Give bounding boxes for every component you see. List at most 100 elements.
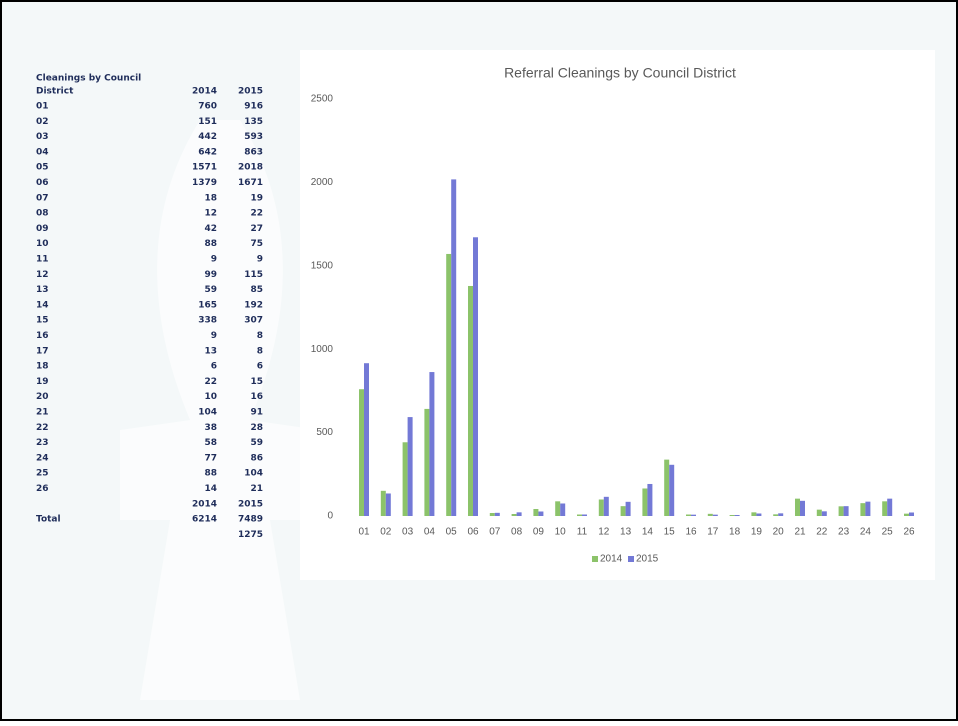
table-cell: 15 [36, 316, 49, 326]
slide: Referral Cleanings by Council District C… [0, 0, 958, 721]
table-cell: 916 [244, 102, 263, 112]
table-cell: 06 [36, 178, 49, 188]
table-cell: 88 [204, 239, 217, 249]
bar [664, 460, 669, 516]
table-header: 2015 [238, 87, 263, 97]
table-cell: 21 [36, 408, 49, 418]
table-cell: 27 [250, 224, 263, 234]
table-cell: 04 [36, 147, 49, 157]
table-cell: 25 [36, 469, 49, 479]
table-cell: 8 [257, 346, 263, 356]
table-cell: 24 [36, 453, 49, 463]
x-tick-label: 02 [380, 527, 392, 538]
y-tick-label: 2500 [311, 94, 334, 105]
table-cell: 104 [244, 469, 263, 479]
bar [686, 514, 691, 516]
table-cell: 192 [244, 300, 263, 310]
bar [817, 510, 822, 516]
page: {"table": {"title": "Cleanings by Counci… [0, 0, 958, 721]
table-cell: 26 [36, 484, 49, 494]
x-tick-label: 21 [794, 527, 806, 538]
bar [495, 513, 500, 516]
bar [424, 409, 429, 516]
bar [778, 513, 783, 516]
x-tick-label: 01 [358, 527, 370, 538]
table-cell: 59 [204, 285, 217, 295]
table-difference: 1275 [238, 530, 263, 540]
x-tick-label: 09 [533, 527, 545, 538]
table-cell: 642 [198, 147, 217, 157]
table-cell: 13 [204, 346, 217, 356]
table-cell: 77 [204, 453, 217, 463]
bar [691, 515, 696, 516]
legend-swatch [592, 556, 598, 562]
x-tick-label: 24 [860, 527, 872, 538]
bar [708, 514, 713, 516]
bar [582, 514, 587, 516]
bar [538, 511, 543, 516]
x-tick-label: 20 [773, 527, 785, 538]
table-cell: 58 [204, 438, 217, 448]
legend-swatch [628, 556, 634, 562]
table-cell: 760 [198, 102, 217, 112]
table-cell: 104 [198, 408, 217, 418]
bar [490, 513, 495, 516]
bar [730, 515, 735, 516]
bar [822, 511, 827, 516]
bar [517, 512, 522, 516]
table-cell: 75 [250, 239, 263, 249]
table-total: 6214 [192, 515, 217, 525]
bar [756, 513, 761, 516]
bar [860, 503, 865, 516]
bar [887, 499, 892, 516]
table-cell: 18 [204, 193, 217, 203]
table-cell: 6 [211, 362, 217, 372]
table-cell: 15 [250, 377, 263, 387]
table-cell: 14 [36, 300, 49, 310]
bar [512, 514, 517, 516]
table-cell: 17 [36, 346, 49, 356]
table-cell: 07 [36, 193, 49, 203]
table-cell: 59 [250, 438, 263, 448]
x-tick-label: 15 [664, 527, 676, 538]
table-cell: 8 [257, 331, 263, 341]
x-tick-label: 25 [882, 527, 894, 538]
bar [429, 372, 434, 516]
bar [626, 502, 631, 516]
bar [533, 509, 538, 516]
table-cell: 99 [204, 270, 217, 280]
table-cell: 1571 [192, 163, 217, 173]
y-tick-label: 500 [316, 427, 333, 438]
table-cell: 6 [257, 362, 263, 372]
table-cell: 593 [244, 132, 263, 142]
x-tick-label: 03 [402, 527, 414, 538]
bar [560, 503, 565, 516]
y-tick-label: 1500 [311, 260, 334, 271]
bar [735, 515, 740, 516]
table-cell: 23 [36, 438, 49, 448]
x-tick-label: 04 [424, 527, 436, 538]
bar [446, 254, 451, 516]
bar [577, 514, 582, 516]
bar [751, 512, 756, 516]
table-cell: 02 [36, 117, 49, 127]
bar [408, 417, 413, 516]
bar [599, 499, 604, 516]
x-tick-label: 16 [685, 527, 697, 538]
bar [647, 484, 652, 516]
table-cell: 9 [211, 255, 217, 265]
bar [909, 512, 914, 516]
bar [904, 514, 909, 516]
bar [839, 506, 844, 516]
table-cell: 91 [250, 408, 263, 418]
bar [773, 514, 778, 516]
table-cell: 12 [204, 209, 217, 219]
table-cell: 14 [204, 484, 217, 494]
table-cell: 85 [250, 285, 263, 295]
x-tick-label: 13 [620, 527, 632, 538]
bar [359, 389, 364, 516]
table-total-label: Total [36, 515, 61, 525]
y-tick-label: 0 [327, 511, 333, 522]
bar [882, 501, 887, 516]
table-cell: 22 [250, 209, 263, 219]
